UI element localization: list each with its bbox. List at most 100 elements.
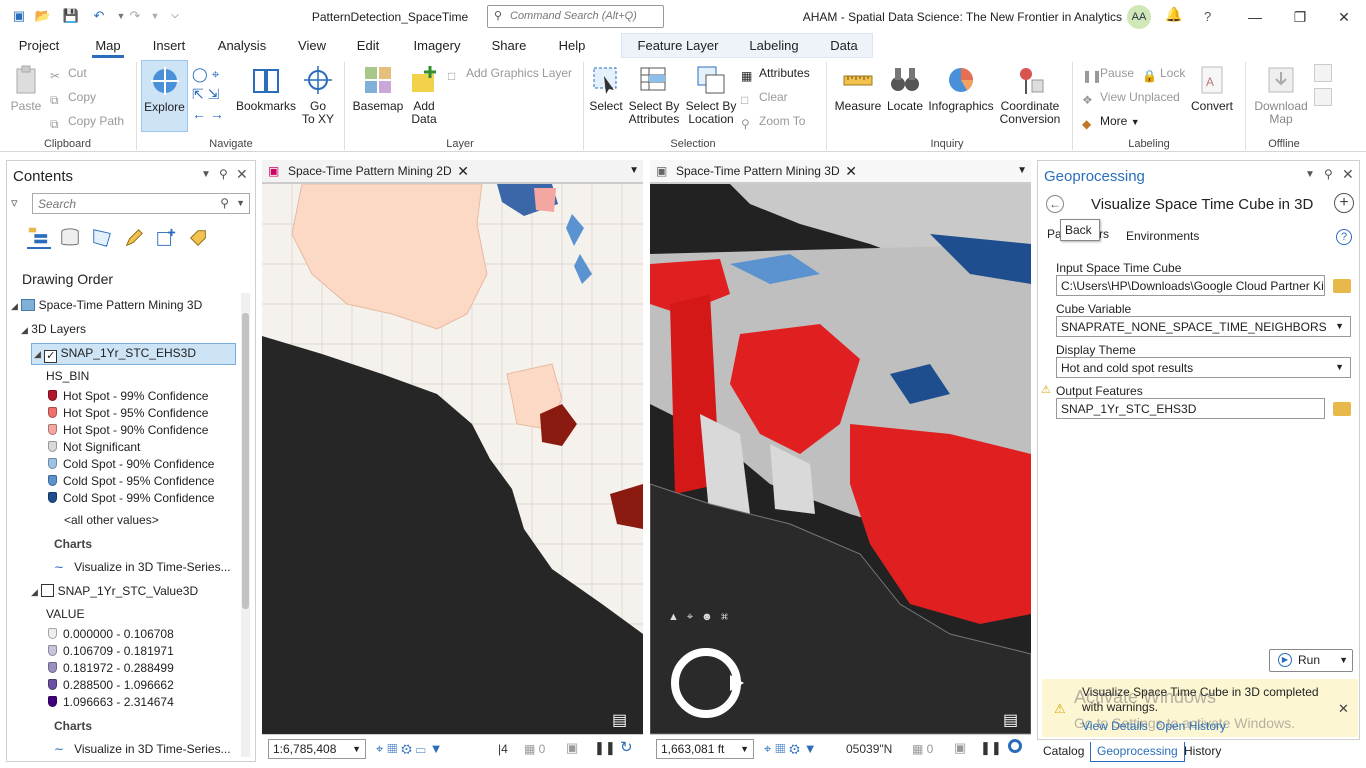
tab-menu-icon[interactable]: ▼ [629, 165, 639, 176]
pane-menu-icon[interactable]: ▼ [201, 169, 211, 180]
layer-snap-value3d[interactable]: ◢ SNAP_1Yr_STC_Value3D [31, 584, 198, 598]
legend-class-item[interactable]: 0.000000 - 0.106708 [48, 627, 174, 641]
tab-share[interactable]: Share [491, 38, 527, 53]
select-by-attributes-button[interactable]: Select By Attributes [626, 64, 682, 126]
browse-folder-icon[interactable] [1333, 402, 1351, 416]
goto-xy-button[interactable]: Go To XY [300, 64, 336, 126]
browse-folder-icon[interactable] [1333, 279, 1351, 293]
redo-icon[interactable]: ↷ [129, 8, 141, 23]
view-unplaced-button[interactable]: ❖ View Unplaced [1082, 88, 1180, 107]
locate-button[interactable]: Locate [884, 64, 926, 113]
zoom-in-fixed-icon[interactable]: ⇱ [192, 86, 204, 102]
scrollbar-thumb[interactable] [242, 313, 249, 609]
full-extent-icon[interactable]: ◯ [192, 66, 208, 82]
tab-environments[interactable]: Environments [1126, 229, 1200, 243]
scene-scale-select[interactable]: 1,663,081 ft ▼ [656, 739, 754, 759]
expand-icon[interactable]: ◢ [21, 325, 28, 335]
dismiss-message-icon[interactable]: ✕ [1338, 701, 1349, 716]
tab-analysis[interactable]: Analysis [217, 38, 267, 53]
legend-class-item[interactable]: Hot Spot - 99% Confidence [48, 389, 208, 403]
chart-item[interactable]: ∼ Visualize in 3D Time-Series... [54, 742, 231, 756]
download-map-button[interactable]: Download Map [1252, 64, 1310, 126]
open-history-link[interactable]: Open History [1156, 719, 1227, 733]
lock-labels-button[interactable]: 🔒 Lock [1142, 64, 1185, 83]
list-by-source-icon[interactable] [59, 227, 81, 249]
convert-labels-button[interactable]: A Convert [1188, 64, 1236, 113]
tab-labeling[interactable]: Labeling [749, 38, 799, 53]
map-nav-tools[interactable]: ⌖▦⚙▭▼ [376, 741, 447, 756]
sync-icon[interactable] [1314, 64, 1332, 82]
explore-button[interactable]: Explore [141, 60, 188, 132]
add-tool-icon[interactable]: + [1334, 193, 1354, 213]
tab-insert[interactable]: Insert [152, 38, 186, 53]
remove-offline-icon[interactable] [1314, 88, 1332, 106]
legend-class-item[interactable]: Cold Spot - 95% Confidence [48, 474, 214, 488]
legend-class-item[interactable]: Hot Spot - 95% Confidence [48, 406, 208, 420]
open-project-icon[interactable]: 📂 [34, 8, 52, 23]
input-space-time-cube-field[interactable]: C:\Users\HP\Downloads\Google Cloud Partn… [1056, 275, 1325, 296]
clear-selection-button[interactable]: □ Clear [741, 88, 788, 107]
zoom-to-selection-button[interactable]: ⚲ Zoom To [741, 112, 805, 131]
scale-lock-icon[interactable]: ▣ [566, 740, 579, 755]
close-tab-icon[interactable]: ✕ [457, 163, 469, 179]
scene-view-3d[interactable]: ▣ Space-Time Pattern Mining 3D ✕ ▼ ▲⌖☻⌘ … [650, 160, 1031, 762]
list-by-drawing-order-icon[interactable] [27, 225, 51, 249]
tab-menu-icon[interactable]: ▼ [1017, 165, 1027, 176]
tab-data[interactable]: Data [830, 38, 858, 53]
tab-edit[interactable]: Edit [356, 38, 380, 53]
map-2d-canvas[interactable] [262, 184, 643, 734]
save-project-icon[interactable]: 💾 [62, 8, 80, 23]
chart-item[interactable]: ∼ Visualize in 3D Time-Series... [54, 560, 231, 574]
copy-button[interactable]: ⧉ Copy [50, 88, 96, 107]
notification-bell-icon[interactable]: 🔔 [1165, 6, 1183, 22]
undo-icon[interactable]: ↶ [93, 8, 105, 23]
map-scale-select[interactable]: 1:6,785,408 ▼ [268, 739, 366, 759]
scene-overlay-icon[interactable]: ▤ [1003, 712, 1019, 729]
refresh-icon[interactable]: ↻ [620, 739, 633, 756]
measure-button[interactable]: Measure [832, 64, 884, 113]
list-by-selection-icon[interactable] [91, 227, 113, 249]
redo-dropdown-icon[interactable]: ▼ [150, 11, 160, 21]
avatar[interactable]: AA [1127, 5, 1151, 29]
zoom-out-fixed-icon[interactable]: ⇲ [207, 86, 220, 102]
scene-3d-canvas[interactable] [650, 184, 1031, 734]
list-by-snapping-icon[interactable] [155, 227, 177, 249]
fixed-zoom-icon[interactable]: ⌖ [211, 66, 220, 82]
legend-class-item[interactable]: Cold Spot - 99% Confidence [48, 491, 214, 505]
add-data-button[interactable]: Add Data [404, 64, 444, 126]
expand-icon[interactable]: ◢ [11, 301, 18, 311]
tab-help[interactable]: Help [558, 38, 586, 53]
tab-scene-3d[interactable]: ▣ Space-Time Pattern Mining 3D ✕ ▼ [650, 160, 1031, 184]
output-features-field[interactable]: SNAP_1Yr_STC_EHS3D [1056, 398, 1325, 419]
scene-nav-toggles[interactable]: ▲⌖☻⌘ [668, 611, 737, 623]
layer-visibility-checkbox[interactable] [41, 584, 55, 597]
cube-variable-select[interactable]: SNAPRATE_NONE_SPACE_TIME_NEIGHBORS ▼ [1056, 316, 1351, 337]
legend-class-item[interactable]: Not Significant [48, 440, 140, 454]
legend-class-item[interactable]: 0.181972 - 0.288499 [48, 661, 174, 675]
map-overlay-icon[interactable]: ▤ [612, 712, 628, 729]
legend-class-item[interactable]: Cold Spot - 90% Confidence [48, 457, 214, 471]
tab-geoprocessing[interactable]: Geoprocessing [1090, 742, 1185, 762]
copy-path-button[interactable]: ⧉ Copy Path [50, 112, 124, 131]
legend-class-item[interactable]: Hot Spot - 90% Confidence [48, 423, 208, 437]
legend-class-item[interactable]: 0.106709 - 0.181971 [48, 644, 174, 658]
close-tab-icon[interactable]: ✕ [845, 163, 857, 179]
pause-drawing-icon[interactable]: ❚❚ [594, 740, 616, 755]
undo-dropdown-icon[interactable]: ▼ [116, 11, 126, 21]
group-layer-item[interactable]: ◢ 3D Layers [21, 322, 86, 336]
pause-drawing-icon[interactable]: ❚❚ [980, 740, 1002, 755]
bookmarks-button[interactable]: Bookmarks [235, 64, 297, 113]
filter-icon[interactable]: ▿ [11, 195, 18, 210]
tab-view[interactable]: View [298, 38, 326, 53]
next-extent-icon[interactable]: → [209, 106, 224, 122]
select-button[interactable]: Select [588, 64, 624, 113]
close-pane-icon[interactable]: ✕ [236, 166, 248, 182]
pin-icon[interactable]: ⚲ [1324, 167, 1333, 181]
basemap-button[interactable]: Basemap [352, 64, 404, 113]
map-tree-item[interactable]: ◢ Space-Time Pattern Mining 3D [11, 298, 202, 312]
attributes-button[interactable]: ▦ Attributes [741, 64, 810, 83]
coordinate-conversion-button[interactable]: Coordinate Conversion [996, 64, 1064, 126]
expand-icon[interactable]: ◢ [31, 587, 38, 597]
expand-icon[interactable]: ◢ [34, 349, 41, 359]
help-button[interactable]: ? [1204, 9, 1212, 24]
